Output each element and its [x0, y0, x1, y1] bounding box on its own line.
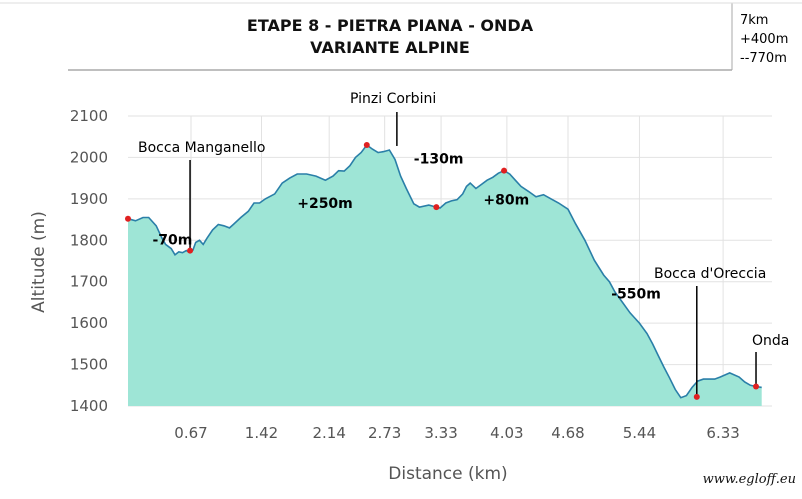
plot-area	[127, 143, 762, 406]
y-axis-ticks: 1400 1500 1600 1700 1800 1900 2000 2100	[70, 107, 108, 415]
stat-distance: 7km	[740, 13, 769, 28]
segment-elevation-label: -130m	[414, 152, 464, 168]
y-tick-label: 1700	[70, 273, 108, 291]
y-tick-label: 1400	[70, 397, 108, 415]
credit-text: www.egloff.eu	[702, 472, 796, 487]
y-tick-label: 2000	[70, 148, 108, 166]
x-tick-label: 0.67	[174, 424, 207, 442]
waypoint-marker	[433, 204, 440, 211]
annotation-layer: Bocca Manganello Pinzi Corbini Bocca d'Ore…	[125, 91, 789, 400]
y-tick-label: 2100	[70, 107, 108, 125]
annotation-label: Bocca d'Oreccia	[654, 266, 766, 282]
segment-elevation-label: -70m	[152, 232, 192, 248]
y-tick-label: 1900	[70, 190, 108, 208]
segment-elevation-label: -550m	[611, 286, 661, 302]
stat-elevation-loss: --770m	[740, 51, 787, 66]
chart-subtitle: VARIANTE ALPINE	[310, 38, 470, 57]
y-tick-label: 1600	[70, 314, 108, 332]
x-tick-label: 2.14	[312, 424, 345, 442]
stat-elevation-gain: +400m	[740, 32, 789, 47]
annotation-label: Pinzi Corbini	[350, 91, 436, 107]
waypoint-marker	[753, 383, 760, 390]
elevation-area	[128, 145, 762, 406]
x-tick-label: 3.33	[424, 424, 457, 442]
route-stats: 7km +400m --770m	[740, 11, 788, 68]
x-tick-label: 5.44	[623, 424, 656, 442]
x-axis-label: Distance (km)	[388, 464, 507, 484]
segment-elevation-label: +80m	[483, 193, 529, 209]
x-tick-label: 4.68	[551, 424, 584, 442]
segment-elevation-label: +250m	[297, 196, 353, 212]
waypoint-marker	[363, 142, 370, 148]
waypoint-marker	[125, 215, 131, 222]
annotation-label: Bocca Manganello	[138, 140, 265, 156]
x-tick-label: 1.42	[245, 424, 278, 442]
waypoint-marker	[693, 393, 700, 400]
waypoint-marker	[501, 167, 508, 174]
chart-title: ETAPE 8 - PIETRA PIANA - ONDA	[246, 16, 534, 35]
annotation-label: Onda	[752, 333, 789, 349]
y-axis-label: Altitude (m)	[29, 211, 49, 313]
x-tick-label: 2.73	[368, 424, 401, 442]
y-tick-label: 1500	[70, 356, 108, 374]
x-axis-ticks: 0.67 1.42 2.14 2.73 3.33 4.03 4.68 5.44 6.33	[174, 424, 740, 442]
x-tick-label: 6.33	[706, 424, 739, 442]
elevation-line	[127, 143, 762, 399]
y-tick-label: 1800	[70, 231, 108, 249]
x-tick-label: 4.03	[490, 424, 523, 442]
waypoint-marker	[187, 247, 194, 254]
